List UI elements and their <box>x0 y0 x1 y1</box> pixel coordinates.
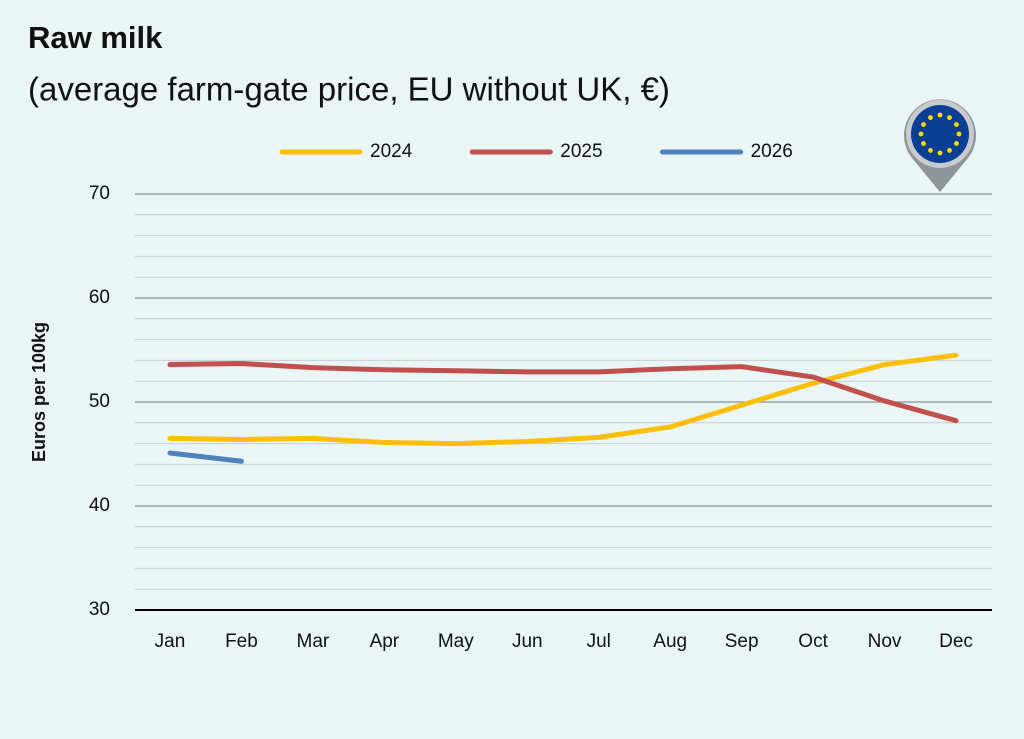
x-tick-label: Apr <box>370 631 400 652</box>
x-tick-label: Aug <box>653 631 687 652</box>
x-tick-label: Nov <box>868 631 902 652</box>
eu-star <box>921 141 926 146</box>
x-tick-label: Jan <box>155 631 186 652</box>
eu-star <box>954 141 959 146</box>
x-tick-label: Sep <box>725 631 759 652</box>
y-tick-label: 60 <box>89 287 110 308</box>
legend-label: 2026 <box>751 141 793 162</box>
x-tick-label: Dec <box>939 631 973 652</box>
x-tick-label: Oct <box>798 631 828 652</box>
x-tick-label: Mar <box>297 631 330 652</box>
eu-star <box>937 150 943 156</box>
x-tick-label: May <box>438 631 474 652</box>
x-tick-label: Feb <box>225 631 258 652</box>
y-tick-label: 30 <box>89 599 110 620</box>
y-tick-label: 50 <box>89 391 110 412</box>
eu-star <box>918 131 924 137</box>
x-tick-label: Jun <box>512 631 543 652</box>
chart-title: Raw milk <box>28 20 163 55</box>
eu-pin-icon <box>903 99 976 192</box>
eu-star <box>937 112 943 118</box>
x-tick-label: Jul <box>587 631 611 652</box>
eu-star <box>947 148 952 153</box>
chart-subtitle: (average farm-gate price, EU without UK,… <box>28 71 670 108</box>
eu-star <box>928 148 933 153</box>
eu-star <box>921 122 926 127</box>
y-axis-label: Euros per 100kg <box>29 322 49 462</box>
eu-star <box>954 122 959 127</box>
legend-label: 2024 <box>370 141 413 162</box>
eu-star <box>928 115 933 120</box>
y-tick-label: 70 <box>89 183 110 204</box>
legend-label: 2025 <box>560 141 602 162</box>
series-line <box>167 361 959 424</box>
series-line <box>167 450 244 464</box>
eu-star <box>956 131 962 137</box>
eu-star <box>947 115 952 120</box>
y-tick-label: 40 <box>89 495 110 516</box>
